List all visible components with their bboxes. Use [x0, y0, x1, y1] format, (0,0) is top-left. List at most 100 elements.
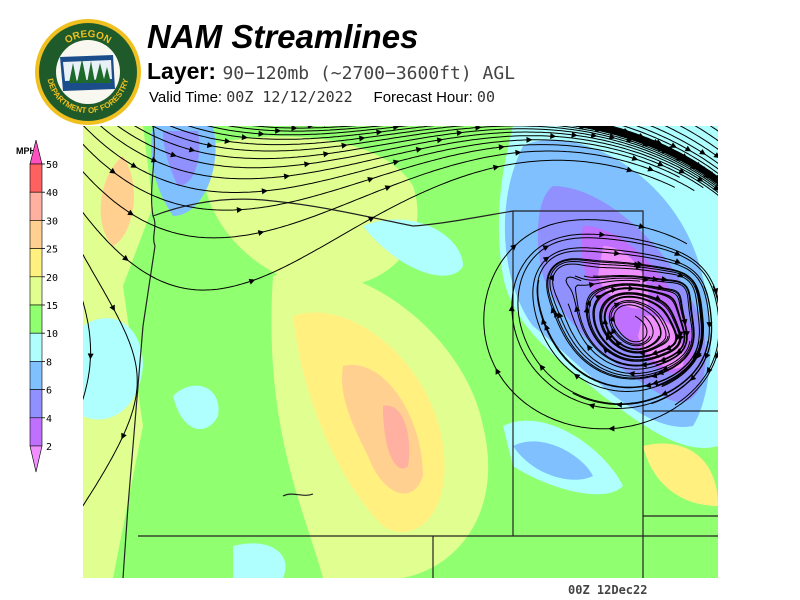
streamline: [537, 263, 700, 388]
valid-time-info: Valid Time: 00Z 12/12/2022 Forecast Hour…: [149, 88, 495, 106]
streamline-arrow: [415, 146, 423, 153]
streamline-arrow: [638, 223, 645, 229]
streamline-arrow: [358, 135, 366, 142]
colorbar-label: 4: [46, 414, 52, 425]
streamline: [650, 126, 718, 164]
streamline-arrow: [495, 368, 501, 375]
streamline-arrow: [631, 155, 639, 161]
streamline-arrow: [650, 372, 658, 379]
streamline-arrow: [307, 126, 314, 129]
streamline-arrow: [492, 164, 500, 171]
colorbar-band: [29, 220, 43, 249]
colorbar-label: 2: [46, 442, 52, 453]
streamline: [567, 283, 688, 370]
streamline-arrow: [557, 311, 564, 319]
streamline-arrow: [109, 304, 115, 312]
streamline-arrow: [684, 145, 692, 152]
streamline-arrow: [261, 188, 268, 195]
streamline-arrow: [644, 382, 652, 389]
layer-info: Layer: 90−120mb (~2700−3600ft) AGL: [147, 58, 515, 85]
colorbar-band: [29, 276, 43, 306]
streamline: [536, 250, 710, 406]
streamline-arrow: [657, 160, 664, 167]
colorbar-band: [29, 163, 43, 193]
streamline-arrow: [694, 352, 701, 359]
streamline-arrow: [678, 167, 686, 174]
streamline-arrow: [595, 294, 602, 301]
streamline: [635, 126, 718, 170]
streamline-arrow: [655, 139, 663, 145]
streamline-arrow: [588, 281, 596, 288]
colorbar-label: 10: [46, 329, 58, 340]
streamline: [83, 150, 695, 239]
streamline-arrow: [626, 166, 633, 173]
valid-time-value: 00Z 12/12/2022: [226, 88, 353, 106]
streamline-arrow: [550, 306, 557, 314]
layer-label: Layer:: [147, 58, 217, 84]
streamline-arrow: [573, 373, 581, 380]
streamline-arrow: [602, 318, 609, 325]
map-timestamp: 00Z 12Dec22: [568, 583, 648, 597]
streamline: [83, 159, 676, 291]
streamline: [169, 126, 718, 187]
streamline-arrow: [611, 327, 617, 335]
streamline: [83, 143, 680, 211]
svg-text:OREGON: OREGON: [63, 29, 113, 46]
oregon-department-of-forestry-logo: OREGON DEPARTMENT OF FORESTRY: [35, 19, 141, 125]
streamline-arrow: [170, 151, 177, 158]
streamline-arrow: [548, 274, 554, 282]
streamline-arrow: [706, 366, 713, 374]
streamline-arrow: [608, 425, 615, 432]
colorbar-under-triangle: [29, 445, 43, 473]
streamline-arrow: [248, 278, 256, 285]
streamline: [574, 279, 685, 366]
streamline: [511, 233, 718, 409]
streamline-map: [83, 126, 718, 578]
colorbar-band: [29, 191, 43, 221]
streamline-arrow: [515, 149, 522, 156]
streamline-arrow: [603, 347, 610, 354]
wind-speed-colorbar: MPH 50 40 30 25 20 15 10 8 6 4 2: [16, 140, 58, 473]
streamline: [549, 260, 702, 387]
streamline-arrow: [541, 318, 547, 325]
streamline-arrow: [599, 231, 606, 238]
streamline-arrow: [661, 390, 668, 396]
streamline-arrow: [456, 130, 463, 137]
streamline-arrow: [367, 216, 375, 223]
streamline-arrow: [127, 209, 134, 216]
streamline: [587, 126, 718, 183]
streamline: [679, 126, 718, 150]
streamline-arrow: [640, 135, 648, 142]
streamline-arrow: [498, 144, 505, 151]
streamline-arrow: [392, 159, 400, 166]
streamline-arrow: [583, 306, 590, 313]
streamline-arrow: [258, 130, 265, 137]
streamline: [83, 253, 138, 507]
colorbar-band: [29, 332, 43, 362]
streamline: [547, 259, 704, 386]
streamline: [588, 284, 688, 366]
colorbar-label: 25: [46, 245, 58, 256]
streamline-arrow: [236, 206, 243, 213]
streamline-arrow: [588, 403, 596, 410]
state-boundaries: [122, 126, 718, 578]
streamline-arrow: [241, 134, 248, 141]
colorbar-label: 40: [46, 188, 58, 199]
streamline: [483, 219, 718, 430]
colorbar-unit: MPH: [16, 146, 36, 156]
forecast-hour-label: Forecast Hour:: [373, 89, 473, 106]
streamline-arrow: [550, 133, 557, 140]
streamline-arrow: [647, 165, 654, 172]
streamline-arrow: [716, 181, 718, 188]
streamline: [151, 126, 718, 189]
streamline: [517, 237, 718, 406]
streamline-arrow: [542, 245, 550, 251]
streamline-arrow: [224, 137, 231, 144]
streamline: [133, 126, 718, 191]
streamline-arrow: [628, 285, 635, 292]
colorbar-band: [29, 361, 43, 390]
streamline-arrow: [188, 146, 196, 153]
streamline-arrow: [323, 151, 330, 158]
streamline-arrow: [696, 175, 704, 182]
streamline-arrow: [341, 142, 348, 149]
